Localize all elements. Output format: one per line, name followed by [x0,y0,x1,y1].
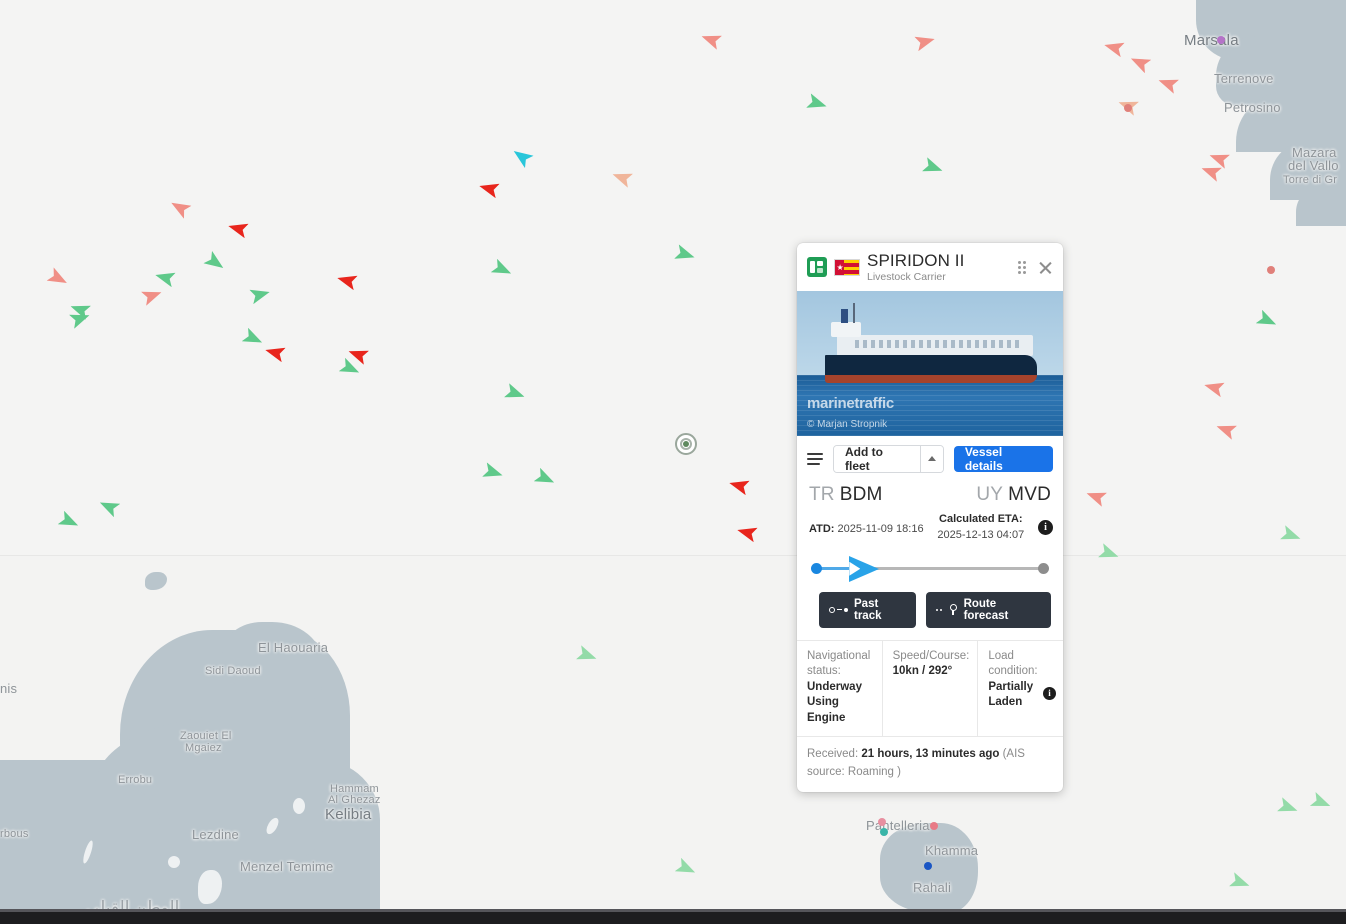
port-marker[interactable] [878,818,886,826]
origin-port: TR BDM [809,484,883,506]
stat-label-0: Navigational status: [807,649,871,678]
add-to-fleet-dropdown-button[interactable] [920,445,943,472]
photo-hull-waterline [825,374,1037,383]
chevron-up-icon [928,456,937,462]
progress-destination-dot [1038,562,1049,574]
route-forecast-button[interactable]: Route forecast [926,591,1051,628]
add-to-fleet-group[interactable]: Add to fleet [833,444,944,473]
stat-speed-course: Speed/Course: 10kn / 292° [881,640,978,737]
received-suffix: (AIS source: Roaming ) [807,748,1025,778]
stat-label-2: Load condition: [988,649,1038,678]
load-condition-info-icon[interactable]: i [1043,686,1056,700]
map-tile-seam [0,555,1346,556]
stat-value-2: Partially Laden [988,680,1034,709]
port-marker[interactable] [930,822,938,830]
lake-sebkha-3 [293,798,305,814]
stat-value-1: 10kn / 292° [892,665,953,678]
photo-bridge [831,321,861,337]
atd-block: ATD: 2025-11-09 18:16 [809,512,924,535]
panel-action-row: Add to fleet Vessel details [797,436,1063,482]
photo-credit: © Marjan Stropnik [807,418,888,430]
vessel-stats-row: Navigational status: Underway Using Engi… [797,639,1063,737]
stat-value-0: Underway Using Engine [807,680,862,724]
vessel-photo: marinetraffic © Marjan Stropnik [797,290,1063,436]
eta-label: Calculated ETA: [939,512,1023,525]
photo-mast [853,302,855,323]
progress-completed [817,566,854,570]
origin-country-code: TR [809,483,835,505]
received-row: Received: 21 hours, 13 minutes ago (AIS … [797,736,1063,792]
photo-hull [825,354,1037,377]
eta-value: 2025-12-13 04:07 [937,528,1025,541]
window-bottom-bar [0,912,1346,924]
flag-togo-icon: ★ [834,258,860,276]
received-value: 21 hours, 13 minutes ago [861,748,1000,761]
eta-block: Calculated ETA: 2025-12-13 04:07 [928,512,1034,544]
stat-label-1: Speed/Course: [892,649,970,662]
vessel-title-group: SPIRIDON II Livestock Carrier [867,252,1011,283]
menu-icon[interactable] [807,452,823,465]
progress-origin-dot [811,562,822,574]
map-sea-upper [0,0,1346,556]
stat-navigational-status: Navigational status: Underway Using Engi… [797,641,882,737]
land-tunisia-west [0,786,160,924]
port-marker[interactable] [924,862,932,870]
destination-port-code: MVD [1008,483,1051,505]
route-times-row: ATD: 2025-11-09 18:16 Calculated ETA: 20… [797,506,1063,544]
port-marker[interactable] [880,828,888,836]
map-pin-icon [949,603,958,616]
voyage-progress-bar [809,555,1051,582]
vessel-info-panel[interactable]: ★ SPIRIDON II Livestock Carrier [797,243,1063,792]
past-track-label: Past track [854,597,882,622]
window-edge-shadow [0,909,1346,912]
selected-vessel-marker[interactable] [675,433,697,455]
photo-funnel [841,308,848,323]
destination-country-code: UY [976,483,1004,505]
destination-port: UY MVD [976,484,1051,506]
track-buttons-row: Past track Route forecast [797,582,1063,640]
port-marker[interactable] [1217,36,1225,44]
photo-sea [797,374,1063,436]
atd-value: 2025-11-09 18:16 [837,522,924,535]
atd-label: ATD: [809,522,835,535]
stat-load-condition: Load condition: Partially Laden i [977,640,1063,737]
photo-deck-detail [855,339,1023,348]
lake-sebkha-5 [168,856,180,868]
origin-port-code: BDM [839,483,883,505]
port-marker[interactable] [1267,266,1275,274]
land-islet-zembra [145,572,167,590]
close-icon[interactable] [1038,260,1053,275]
vessel-details-button[interactable]: Vessel details [953,445,1053,473]
eta-info-icon[interactable]: i [1038,519,1053,535]
route-ports-row: TR BDM UY MVD [797,482,1063,506]
forecast-dots-icon [936,608,942,611]
photo-watermark: marinetraffic [807,394,894,412]
progress-vessel-arrow-icon [849,555,880,582]
panel-header: ★ SPIRIDON II Livestock Carrier [797,243,1063,291]
received-label: Received: [807,748,859,761]
panel-header-icons [1018,260,1053,275]
route-forecast-label: Route forecast [963,597,1009,622]
vessel-type-label: Livestock Carrier [867,270,946,283]
past-track-icon [829,606,848,613]
land-sicily-5 [1296,186,1346,226]
past-track-button[interactable]: Past track [819,591,917,628]
progress-track [817,566,1043,570]
port-marker[interactable] [1124,104,1132,112]
vessel-name: SPIRIDON II [867,251,965,270]
vessel-type-icon [807,257,827,278]
drag-handle-icon[interactable] [1018,260,1029,274]
add-to-fleet-button[interactable]: Add to fleet [834,445,921,472]
